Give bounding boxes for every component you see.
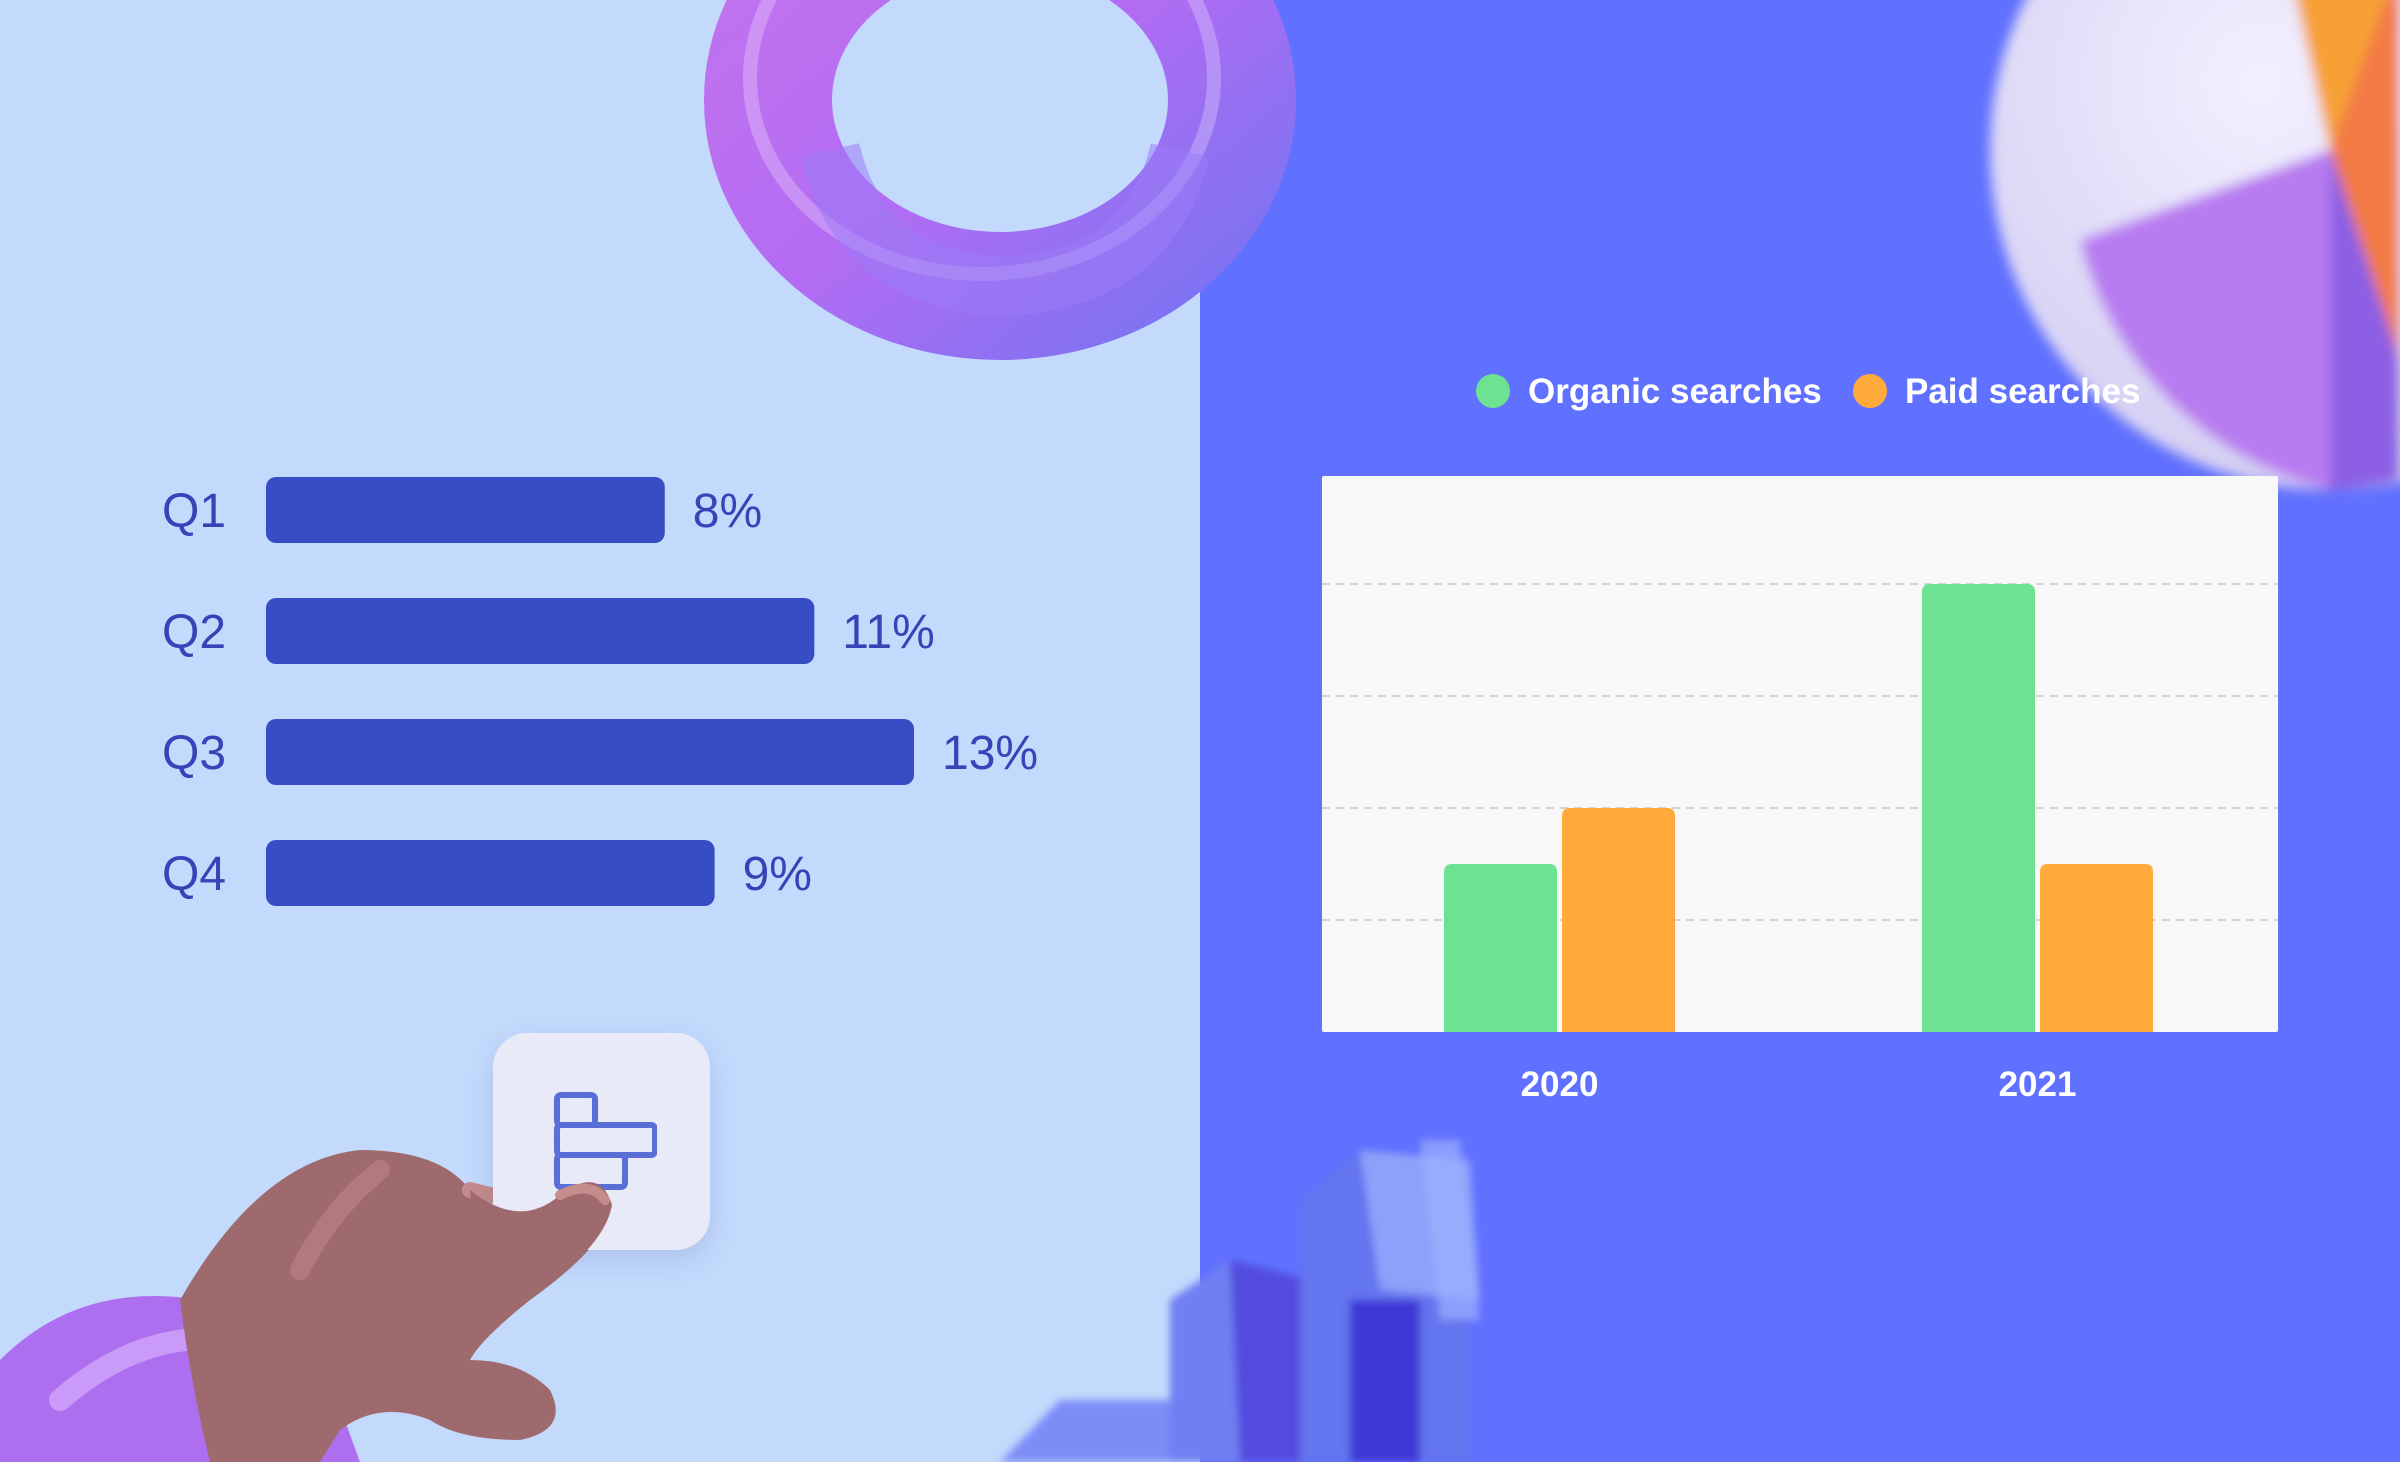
category-label-q2: Q2: [162, 606, 226, 659]
x-tick-label-2021: 2021: [1999, 1065, 2077, 1104]
value-label-q3: 13%: [942, 727, 1038, 780]
value-label-q2: 11%: [842, 606, 935, 659]
plot-area: [1322, 476, 2278, 1032]
bar-paid-searches-2021: [2040, 864, 2153, 1032]
bar-q1: [266, 477, 665, 543]
category-label-q4: Q4: [162, 848, 226, 901]
legend-swatch-organic-searches: [1476, 374, 1510, 408]
legend-label-paid-searches: Paid searches: [1905, 372, 2140, 411]
pie-chart-3d-icon: [1990, 0, 2400, 490]
bar-q2: [266, 598, 815, 664]
bar-q3: [266, 719, 914, 785]
category-label-q1: Q1: [162, 485, 226, 538]
bar-organic-searches-2021: [1922, 584, 2035, 1032]
legend-label-organic-searches: Organic searches: [1528, 372, 1822, 411]
donut-ring-3d-icon: [704, 0, 1296, 360]
column-chart-3d-icon: [1000, 1140, 1480, 1462]
x-tick-label-2020: 2020: [1521, 1065, 1599, 1104]
bar-q4: [266, 840, 715, 906]
value-label-q4: 9%: [743, 848, 812, 901]
value-label-q1: 8%: [693, 485, 762, 538]
bar-organic-searches-2020: [1444, 864, 1557, 1032]
category-label-q3: Q3: [162, 727, 226, 780]
legend-swatch-paid-searches: [1853, 374, 1887, 408]
horizontal-bar-chart-icon: [553, 1091, 657, 1190]
bar-paid-searches-2020: [1562, 808, 1675, 1032]
chart-type-button[interactable]: [493, 1033, 710, 1250]
